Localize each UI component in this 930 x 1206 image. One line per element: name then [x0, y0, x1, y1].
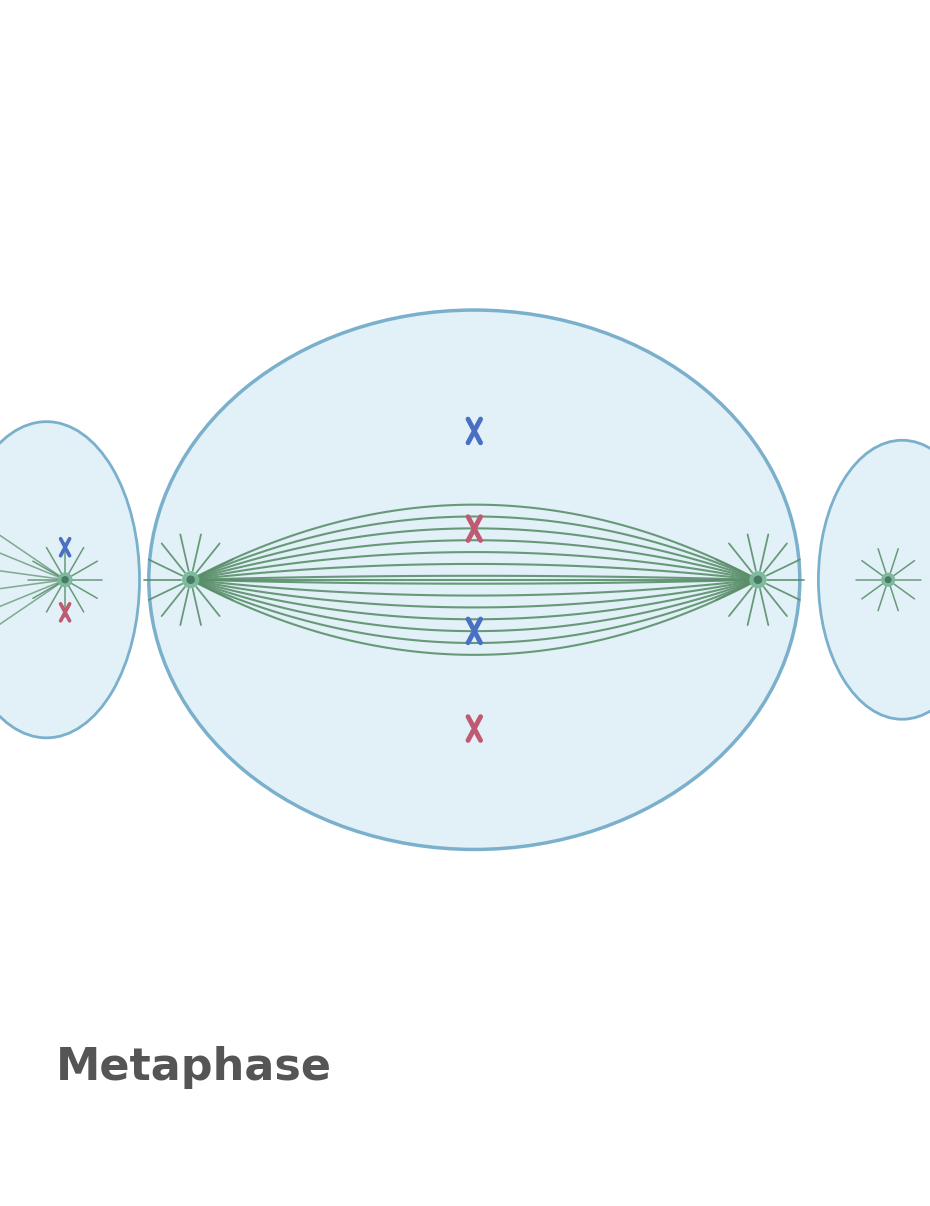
Circle shape	[62, 576, 68, 582]
Circle shape	[885, 576, 891, 582]
Circle shape	[182, 572, 199, 587]
Text: Metaphase: Metaphase	[56, 1046, 332, 1089]
Circle shape	[882, 573, 895, 586]
Circle shape	[59, 573, 72, 586]
Circle shape	[754, 576, 762, 584]
Circle shape	[187, 576, 194, 584]
Circle shape	[750, 572, 765, 587]
Ellipse shape	[818, 440, 930, 719]
Ellipse shape	[149, 310, 800, 849]
Ellipse shape	[0, 422, 140, 738]
